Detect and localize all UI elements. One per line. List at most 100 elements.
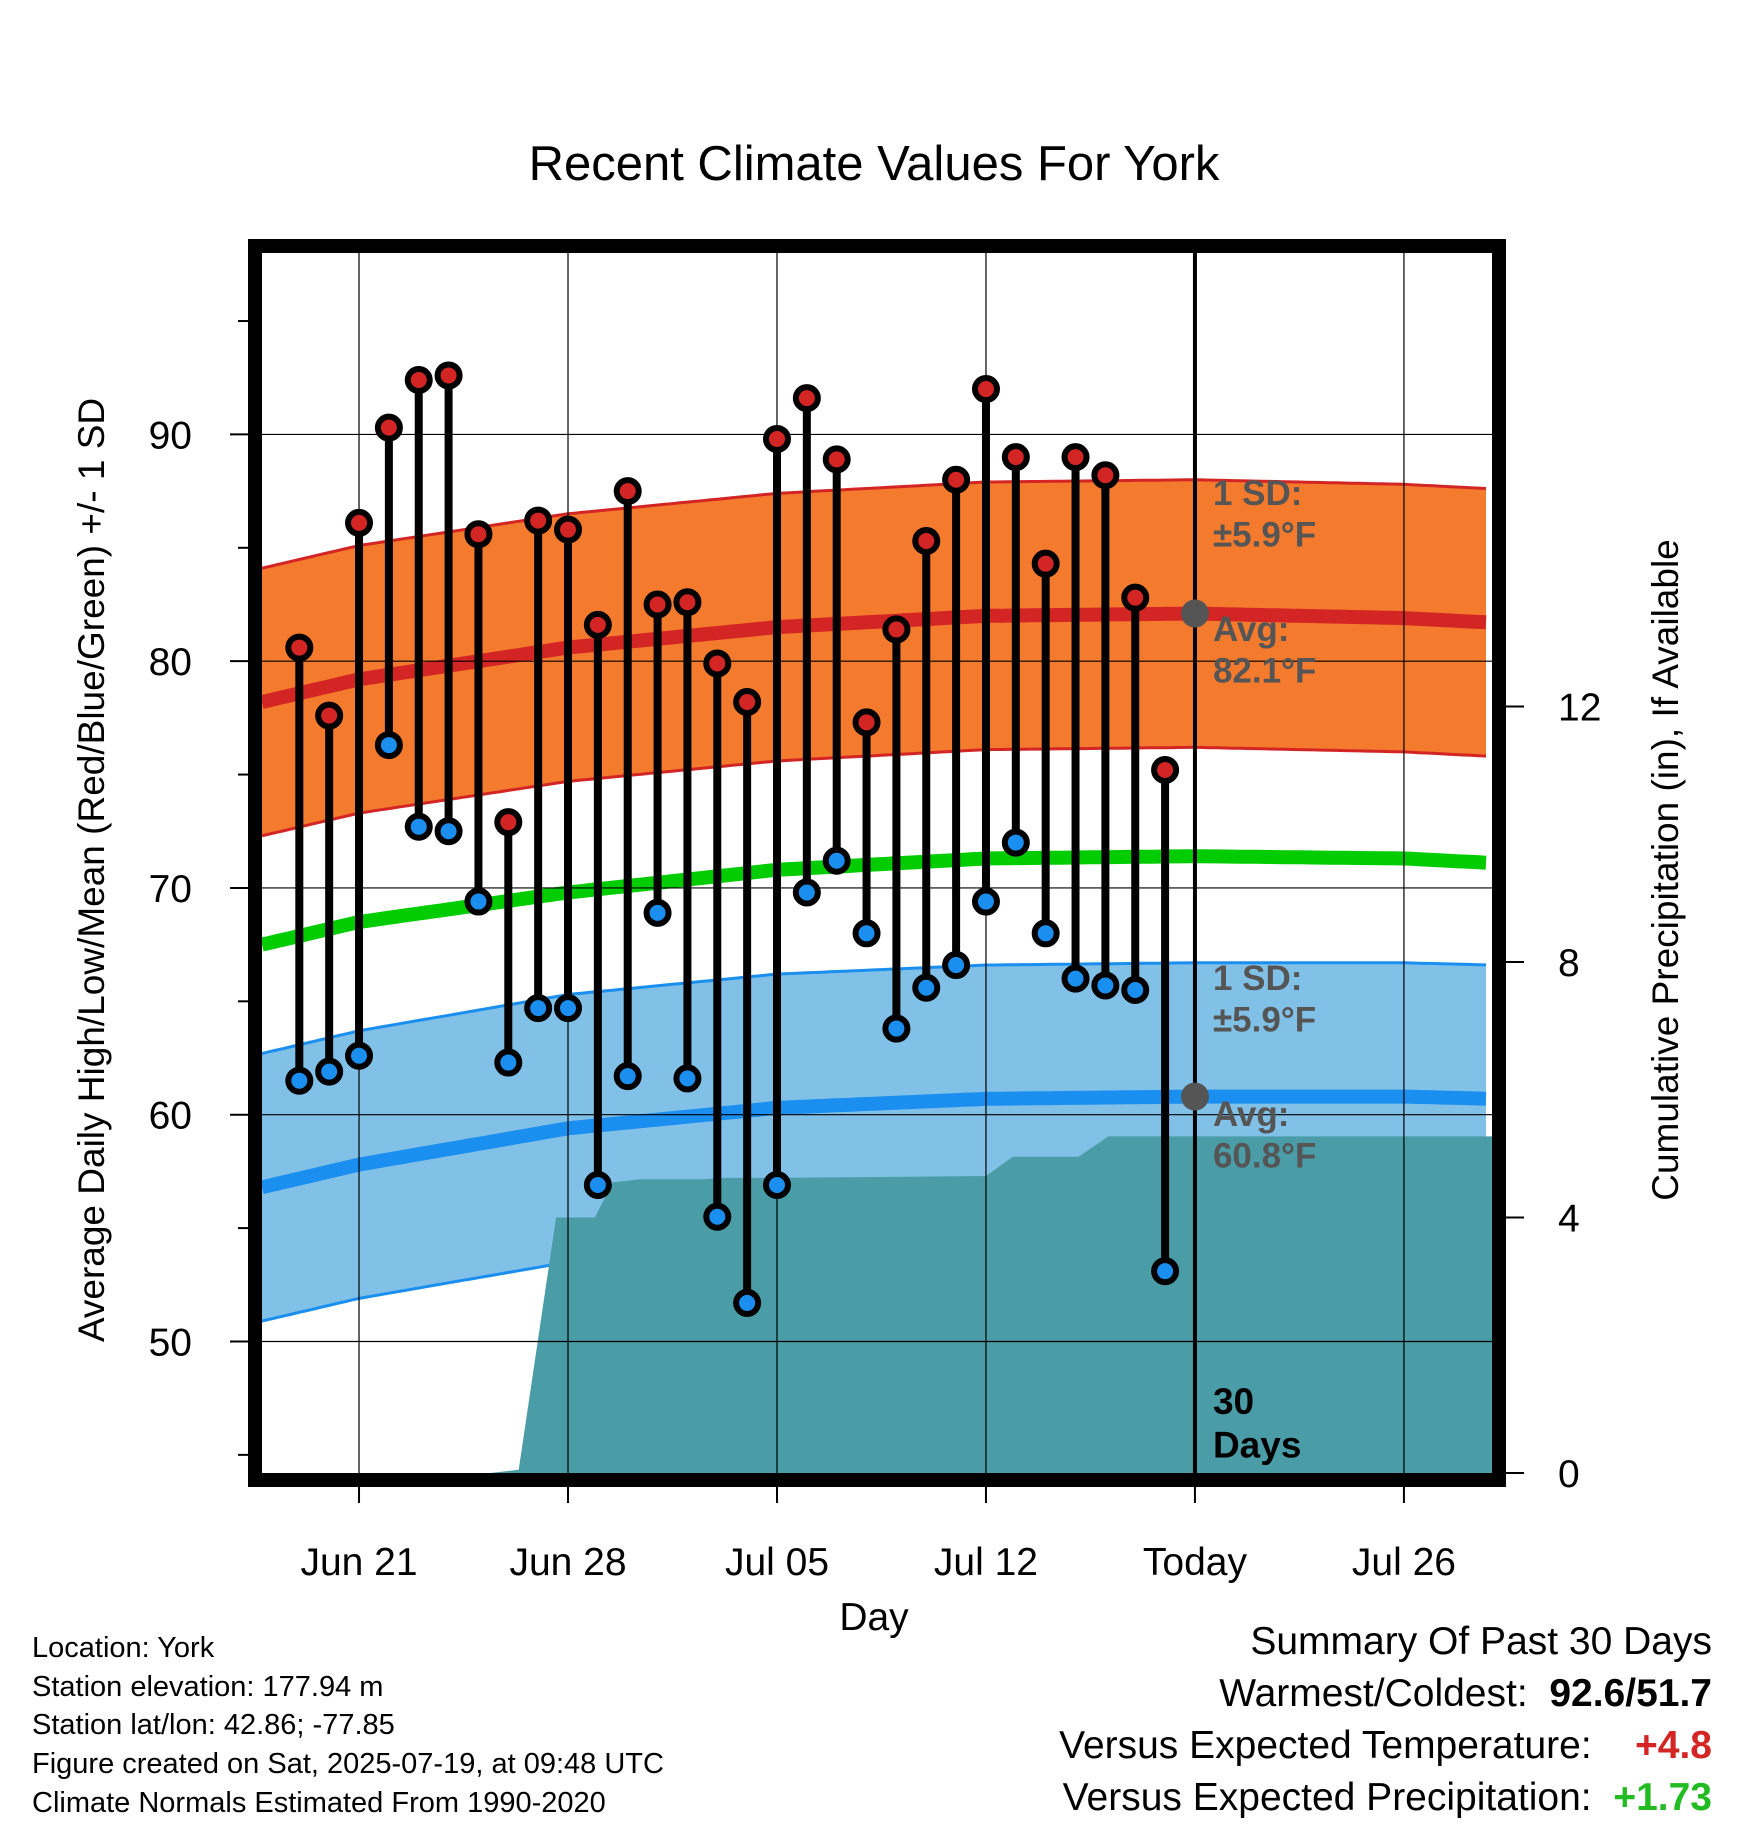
low-temp-point xyxy=(494,1048,523,1077)
high-temp-point xyxy=(1151,756,1180,785)
normal-low-line xyxy=(262,1089,1487,1195)
low-temp-point xyxy=(762,1171,791,1200)
high-temp-point xyxy=(762,424,791,453)
high-avg-annotation: Avg: 82.1°F xyxy=(1213,610,1317,690)
y-tick-label: 70 xyxy=(149,868,192,911)
high-temp-point xyxy=(1121,583,1150,612)
high-avg-marker xyxy=(1180,599,1209,628)
y2-tick-label: 12 xyxy=(1558,687,1601,730)
high-temp-point xyxy=(971,375,1000,404)
y2-tick-label: 4 xyxy=(1558,1198,1580,1241)
low-temp-point xyxy=(942,951,971,980)
summary-warmest-value: 92.6 xyxy=(1549,1672,1626,1715)
low-temp-point xyxy=(1151,1257,1180,1286)
high-temp-point xyxy=(404,365,433,394)
x-tick-label: Jun 28 xyxy=(509,1541,626,1584)
x-axis-label: Day xyxy=(839,1596,909,1639)
low-sd-annotation: 1 SD: ±5.9°F xyxy=(1213,959,1316,1039)
low-sd-upper-edge xyxy=(262,961,1487,1055)
precip-area xyxy=(262,1136,1492,1473)
high-temp-point xyxy=(434,361,463,390)
y-tick-label: 90 xyxy=(149,414,192,457)
low-temp-point xyxy=(822,846,851,875)
summary-warmest-label: Warmest/Coldest: xyxy=(1219,1672,1528,1715)
low-temp-point xyxy=(315,1057,344,1086)
low-temp-point xyxy=(1061,964,1090,993)
low-temp-point xyxy=(404,812,433,841)
low-temp-point xyxy=(613,1062,642,1091)
low-temp-point xyxy=(524,994,553,1023)
high-temp-point xyxy=(285,633,314,662)
window-days-annotation: 30 Days xyxy=(1213,1381,1301,1466)
low-temp-point xyxy=(971,887,1000,916)
low-temp-point xyxy=(1121,975,1150,1004)
high-temp-point xyxy=(524,506,553,535)
low-temp-point xyxy=(583,1171,612,1200)
low-temp-point xyxy=(912,973,941,1002)
high-temp-point xyxy=(1001,443,1030,472)
high-temp-point xyxy=(315,701,344,730)
summary-precip-row: Versus Expected Precipitation: +1.73 xyxy=(1063,1773,1712,1823)
summary-coldest-value: 51.7 xyxy=(1636,1672,1712,1715)
high-temp-point xyxy=(852,708,881,737)
high-temp-point xyxy=(554,515,583,544)
high-temp-point xyxy=(494,808,523,837)
high-temp-point xyxy=(583,610,612,639)
footer-location: Location: York xyxy=(32,1632,215,1664)
x-tick-label: Jul 26 xyxy=(1352,1541,1456,1584)
low-temp-point xyxy=(285,1066,314,1095)
high-temp-point xyxy=(673,588,702,617)
low-temp-point xyxy=(733,1288,762,1317)
high-temp-point xyxy=(942,465,971,494)
high-temp-point xyxy=(464,520,493,549)
normal-high-line xyxy=(262,606,1487,709)
high-temp-point xyxy=(374,413,403,442)
low-temp-point xyxy=(1031,919,1060,948)
y-tick-label: 60 xyxy=(149,1095,192,1138)
y-tick-label: 50 xyxy=(149,1321,192,1364)
footer-created: Figure created on Sat, 2025-07-19, at 09… xyxy=(32,1748,664,1780)
high-temp-point xyxy=(345,508,374,537)
summary-precip-value: +1.73 xyxy=(1613,1776,1712,1819)
high-temp-point xyxy=(613,477,642,506)
x-tick-label: Jul 12 xyxy=(934,1541,1038,1584)
low-avg-marker xyxy=(1180,1082,1209,1111)
summary-temp-row: Versus Expected Temperature: +4.8 xyxy=(1059,1721,1712,1771)
summary-title: Summary Of Past 30 Days xyxy=(1250,1620,1712,1663)
high-temp-point xyxy=(882,615,911,644)
summary-temp-value: +4.8 xyxy=(1635,1724,1712,1767)
high-temp-point xyxy=(643,590,672,619)
low-temp-point xyxy=(345,1041,374,1070)
y2-tick-label: 0 xyxy=(1558,1453,1580,1496)
low-temp-point xyxy=(554,994,583,1023)
x-tick-label: Jun 21 xyxy=(300,1541,417,1584)
plot-frame xyxy=(248,239,1506,1487)
summary-slash: / xyxy=(1625,1672,1637,1715)
high-temp-point xyxy=(822,445,851,474)
low-temp-point xyxy=(792,878,821,907)
low-temp-point xyxy=(434,817,463,846)
chart-title: Recent Climate Values For York xyxy=(529,137,1220,191)
low-temp-point xyxy=(673,1064,702,1093)
low-temp-point xyxy=(643,898,672,927)
y-axis-label: Average Daily High/Low/Mean (Red/Blue/Gr… xyxy=(71,398,112,1342)
high-temp-point xyxy=(1091,461,1120,490)
summary-warmest-row: Warmest/Coldest: 92.6/51.7 xyxy=(1219,1669,1712,1719)
high-temp-point xyxy=(912,526,941,555)
y-tick-label: 80 xyxy=(149,641,192,684)
x-tick-label: Today xyxy=(1143,1541,1248,1584)
footer-elevation: Station elevation: 177.94 m xyxy=(32,1671,384,1703)
high-sd-lower-edge xyxy=(262,745,1487,838)
low-temp-point xyxy=(703,1202,732,1231)
low-temp-point xyxy=(852,919,881,948)
high-sd-annotation: 1 SD: ±5.9°F xyxy=(1213,474,1316,554)
low-temp-point xyxy=(464,887,493,916)
y2-axis-label: Cumulative Precipitation (in), If Availa… xyxy=(1645,539,1686,1201)
high-temp-point xyxy=(1031,549,1060,578)
x-tick-label: Jul 05 xyxy=(725,1541,829,1584)
low-temp-point xyxy=(882,1014,911,1043)
low-temp-point xyxy=(1091,971,1120,1000)
high-temp-point xyxy=(792,384,821,413)
summary-precip-label: Versus Expected Precipitation: xyxy=(1062,1776,1592,1819)
